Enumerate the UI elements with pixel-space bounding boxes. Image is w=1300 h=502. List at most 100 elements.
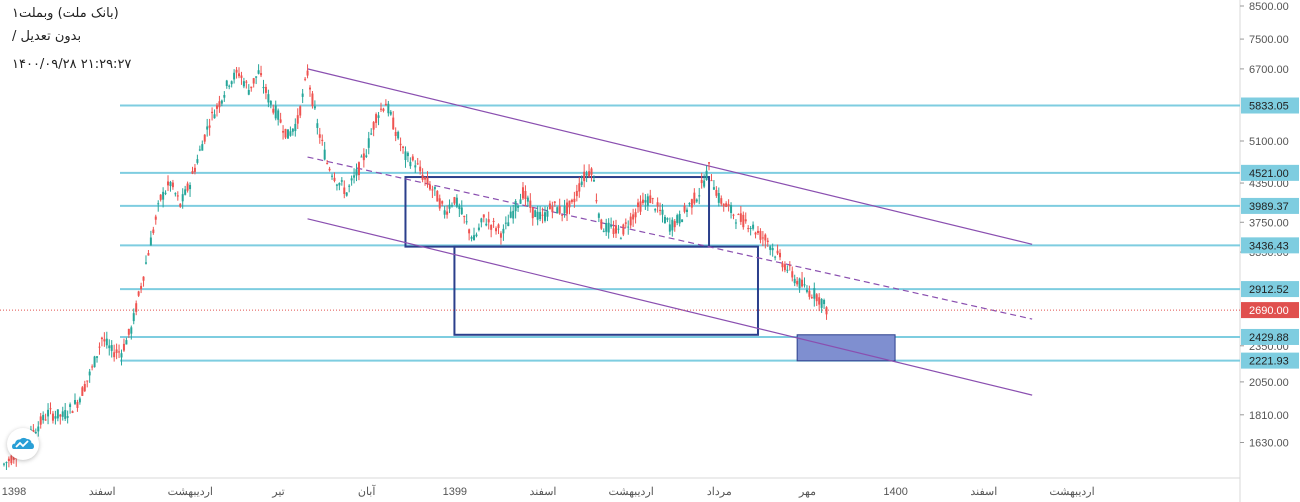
candle-body	[42, 414, 45, 421]
candle-body	[607, 222, 610, 233]
candle-body	[477, 227, 480, 230]
candle-body	[818, 297, 821, 305]
candle-body	[61, 411, 64, 417]
candle-body	[803, 284, 806, 286]
candle-body	[113, 352, 116, 358]
candle-body	[7, 458, 10, 462]
candle-body	[108, 345, 111, 349]
candle-body	[473, 235, 476, 241]
level-label: 2221.93	[1249, 356, 1289, 368]
candle-body	[289, 131, 292, 136]
candle-body	[389, 111, 392, 115]
candle-body	[805, 289, 808, 292]
y-tick-label: 7500.00	[1249, 34, 1289, 46]
candle-body	[130, 327, 133, 334]
candle-body	[455, 197, 458, 207]
candle-body	[808, 290, 811, 297]
candle-body	[676, 215, 679, 223]
candle-body	[580, 181, 583, 185]
candle-body	[250, 86, 253, 89]
candle-body	[769, 246, 772, 250]
candle-body	[771, 247, 774, 251]
candle-body	[399, 143, 402, 146]
candle-body	[348, 185, 351, 187]
candle-body	[66, 416, 69, 418]
candle-body	[470, 237, 473, 239]
candle-body	[179, 203, 182, 207]
candle-body	[502, 228, 505, 234]
candle-body	[152, 229, 155, 233]
candle-body	[167, 181, 170, 186]
candle-body	[791, 271, 794, 278]
candle-body	[384, 103, 387, 106]
candle-body	[223, 94, 226, 98]
level-label: 3436.43	[1249, 240, 1289, 252]
candle-body	[193, 167, 196, 172]
y-tick-label: 6700.00	[1249, 64, 1289, 76]
candle-body	[360, 156, 363, 158]
candle-body	[333, 177, 336, 181]
candle-body	[10, 455, 13, 464]
candle-body	[299, 106, 302, 116]
candle-body	[480, 218, 483, 223]
candle-body	[211, 111, 214, 114]
candle-body	[688, 203, 691, 205]
candle-body	[678, 213, 681, 224]
candle-body	[140, 285, 143, 290]
candle-body	[619, 238, 622, 240]
candle-body	[245, 81, 248, 83]
candle-body	[86, 380, 89, 382]
candle-body	[296, 115, 299, 124]
candle-body	[328, 168, 331, 171]
candle-body	[759, 230, 762, 240]
candle-body	[639, 201, 642, 212]
candle-body	[595, 200, 598, 202]
candle-body	[367, 138, 370, 148]
candle-body	[465, 221, 468, 223]
candle-body	[487, 219, 490, 223]
x-tick-label: اسفند	[530, 486, 557, 498]
candle-body	[578, 183, 581, 192]
candle-body	[458, 205, 461, 210]
candle-body	[208, 125, 211, 128]
candle-body	[215, 105, 218, 109]
candle-body	[392, 117, 395, 130]
candle-body	[685, 209, 688, 212]
y-tick-label: 4350.00	[1249, 178, 1289, 190]
candle-body	[436, 191, 439, 202]
x-tick-label: آبان	[358, 485, 376, 498]
candle-body	[416, 163, 419, 165]
candle-body	[666, 218, 669, 220]
candle-body	[54, 416, 57, 419]
y-tick-label: 5100.00	[1249, 136, 1289, 148]
candle-body	[377, 115, 380, 118]
candle-body	[695, 199, 698, 202]
candle-body	[732, 214, 735, 216]
candle-body	[189, 185, 192, 190]
candle-body	[566, 202, 569, 214]
candle-body	[637, 202, 640, 208]
candle-body	[742, 214, 745, 228]
candle-body	[198, 149, 201, 151]
candle-body	[779, 252, 782, 258]
x-tick-label: اسفند	[970, 486, 997, 498]
candle-body	[712, 187, 715, 190]
candle-body	[56, 409, 59, 419]
candle-body	[764, 234, 767, 241]
candle-body	[443, 210, 446, 215]
candle-body	[673, 221, 676, 228]
candle-body	[575, 190, 578, 197]
tradingview-cloud-icon[interactable]	[7, 428, 39, 460]
candle-body	[257, 70, 260, 74]
candle-body	[681, 219, 684, 222]
candle-body	[110, 345, 113, 351]
candle-body	[663, 216, 666, 224]
candle-body	[291, 128, 294, 132]
candle-body	[730, 205, 733, 213]
level-label-bg	[1241, 97, 1299, 114]
candle-body	[73, 400, 76, 404]
y-tick-label: 3750.00	[1249, 217, 1289, 229]
candle-body	[269, 100, 272, 105]
candle-body	[671, 219, 674, 231]
